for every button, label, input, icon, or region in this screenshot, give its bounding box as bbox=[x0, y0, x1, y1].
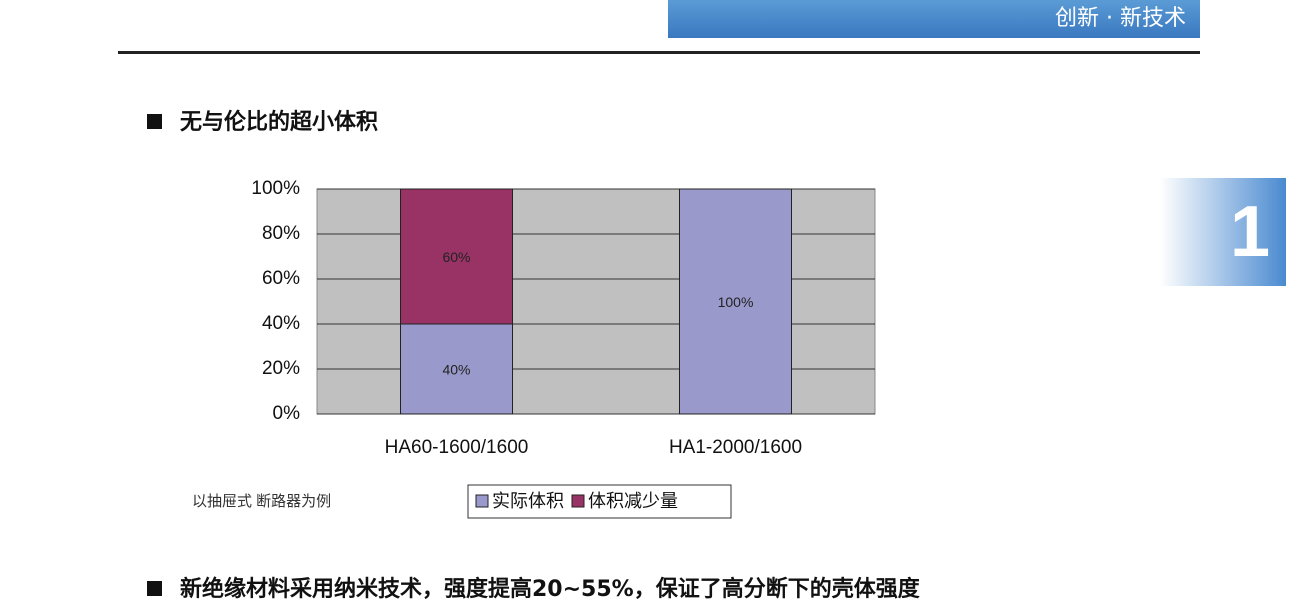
y-tick-label: 100% bbox=[251, 178, 300, 199]
header-tag: 创新 · 新技术 bbox=[668, 0, 1200, 38]
legend-box bbox=[467, 484, 732, 519]
bar-segment bbox=[679, 188, 792, 415]
legend-label: 实际体积 bbox=[492, 491, 564, 511]
section-title-text: 无与伦比的超小体积 bbox=[180, 110, 379, 135]
y-tick-label: 80% bbox=[262, 223, 300, 244]
bar-segment bbox=[400, 323, 513, 415]
y-tick-label: 40% bbox=[262, 313, 300, 334]
legend-label: 体积减少量 bbox=[588, 491, 678, 511]
value-label: 60% bbox=[442, 249, 470, 265]
section-title: 无与伦比的超小体积 bbox=[147, 104, 378, 136]
section-title: 新绝缘材料采用纳米技术，强度提高20~55%，保证了高分断下的壳体强度 bbox=[147, 571, 920, 603]
section-title-text: 新绝缘材料采用纳米技术，强度提高20~55%，保证了高分断下的壳体强度 bbox=[180, 577, 920, 602]
y-tick-label: 0% bbox=[273, 403, 301, 424]
y-tick-label: 60% bbox=[262, 268, 300, 289]
header-rule bbox=[118, 51, 1200, 54]
chart: 以抽屉式 断路器为例 0% 20% 40% 60% 80% 100% HA60-1600/1… bbox=[192, 178, 876, 519]
bar-segment bbox=[400, 188, 513, 325]
y-tick-label: 20% bbox=[262, 358, 300, 379]
x-tick-label: HA60-1600/1600 bbox=[385, 437, 529, 458]
value-label: 100% bbox=[718, 294, 754, 310]
x-tick-label: HA1-2000/1600 bbox=[669, 437, 802, 458]
page-number: 1 bbox=[1160, 178, 1286, 286]
legend-swatch bbox=[475, 494, 489, 508]
value-label: 40% bbox=[442, 362, 470, 378]
chart-note: 以抽屉式 断路器为例 bbox=[192, 493, 331, 510]
legend-swatch bbox=[571, 494, 585, 508]
